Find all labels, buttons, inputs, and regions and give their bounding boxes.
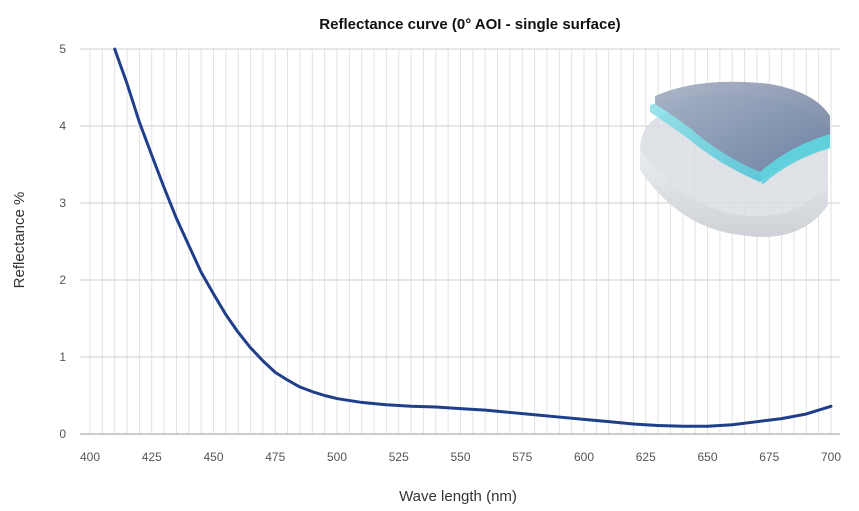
y-tick-labels: 0 1 2 3 4 5 — [59, 42, 66, 441]
series-line — [113, 47, 833, 428]
x-tick-label: 500 — [327, 450, 347, 464]
y-tick-label: 1 — [59, 350, 66, 364]
x-tick-label: 575 — [512, 450, 532, 464]
y-tick-label: 0 — [59, 427, 66, 441]
x-tick-label: 650 — [697, 450, 717, 464]
y-tick-label: 4 — [59, 119, 66, 133]
y-tick-label: 5 — [59, 42, 66, 56]
y-tick-label: 2 — [59, 273, 66, 287]
x-tick-labels: 400 425 450 475 500 525 550 575 600 625 650 675 700 — [80, 450, 841, 464]
x-tick-label: 675 — [759, 450, 779, 464]
series-group — [113, 47, 833, 428]
x-tick-label: 425 — [142, 450, 162, 464]
x-tick-label: 700 — [821, 450, 841, 464]
x-tick-label: 475 — [265, 450, 285, 464]
x-tick-label: 400 — [80, 450, 100, 464]
x-tick-label: 525 — [389, 450, 409, 464]
minor-gridlines — [89, 49, 832, 434]
x-tick-label: 450 — [203, 450, 223, 464]
chart-title: Reflectance curve (0° AOI - single surfa… — [319, 16, 620, 33]
x-axis-label: Wave length (nm) — [399, 488, 517, 505]
x-tick-label: 550 — [450, 450, 470, 464]
x-tick-label: 600 — [574, 450, 594, 464]
y-axis-label: Reflectance % — [11, 192, 28, 289]
coated-lens-icon — [640, 81, 830, 237]
y-tick-label: 3 — [59, 196, 66, 210]
x-tick-label: 625 — [636, 450, 656, 464]
